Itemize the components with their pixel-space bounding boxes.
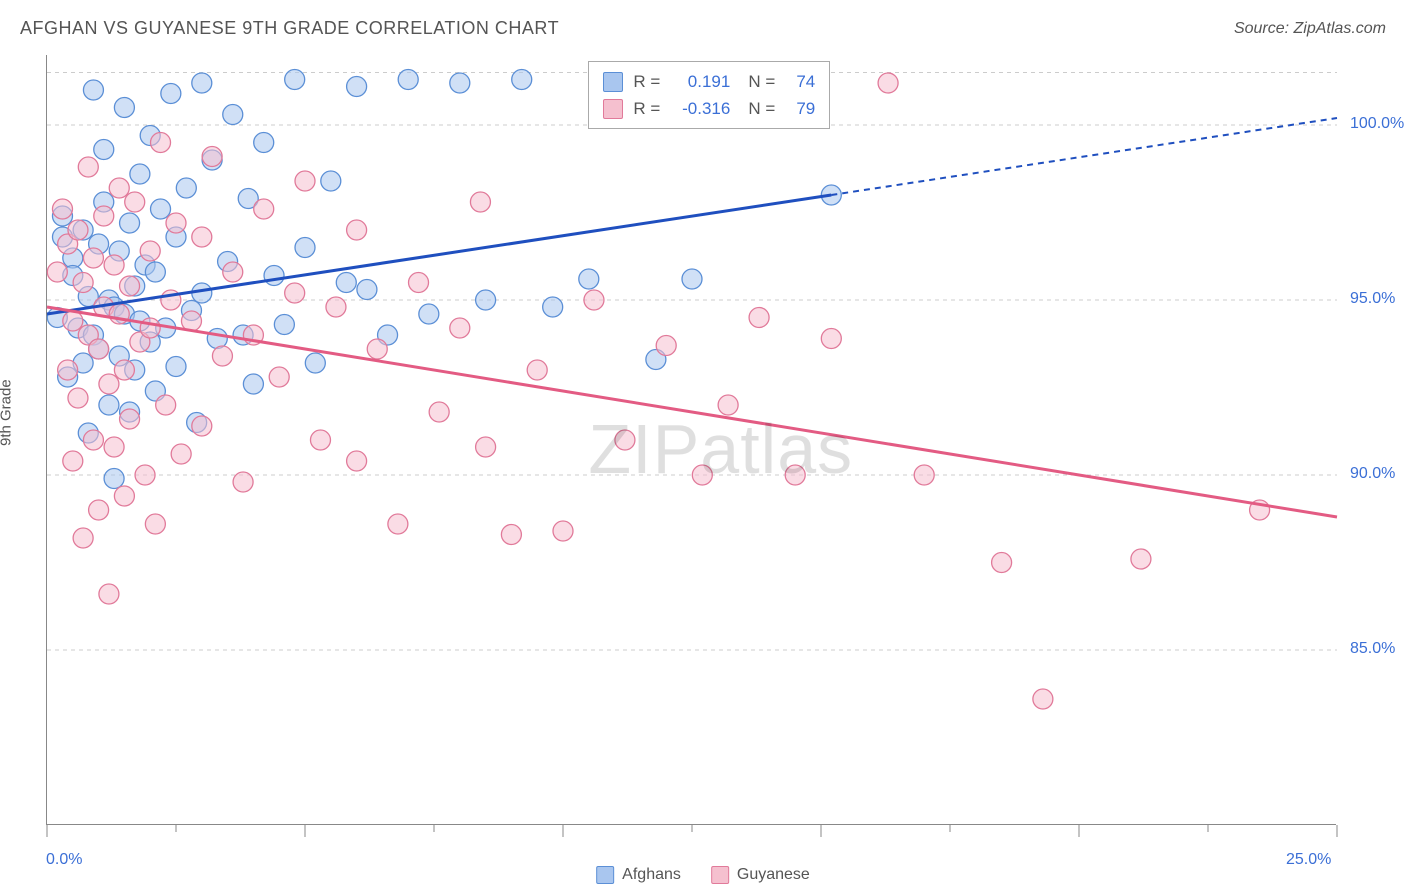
chart-title: AFGHAN VS GUYANESE 9TH GRADE CORRELATION… bbox=[20, 18, 559, 39]
y-tick-label: 90.0% bbox=[1350, 465, 1395, 483]
legend-label: Guyanese bbox=[737, 866, 810, 884]
series-legend: Afghans Guyanese bbox=[596, 866, 810, 884]
chart-container: AFGHAN VS GUYANESE 9TH GRADE CORRELATION… bbox=[0, 0, 1406, 892]
legend-item: Guyanese bbox=[711, 866, 810, 884]
chart-plot-area: ZIPatlas R =0.191N =74R =-0.316N =79 bbox=[46, 55, 1336, 825]
legend-item: Afghans bbox=[596, 866, 681, 884]
x-tick-label: 0.0% bbox=[46, 851, 82, 869]
stats-legend-row: R =0.191N =74 bbox=[603, 68, 815, 95]
legend-swatch bbox=[596, 866, 614, 884]
chart-svg bbox=[47, 55, 1336, 824]
y-tick-label: 95.0% bbox=[1350, 290, 1395, 308]
y-tick-label: 100.0% bbox=[1350, 115, 1404, 133]
x-tick-label: 25.0% bbox=[1286, 851, 1331, 869]
y-tick-label: 85.0% bbox=[1350, 640, 1395, 658]
stats-legend-box: R =0.191N =74R =-0.316N =79 bbox=[588, 61, 830, 129]
legend-swatch bbox=[603, 72, 623, 92]
source-attribution: Source: ZipAtlas.com bbox=[1234, 20, 1386, 38]
legend-label: Afghans bbox=[622, 866, 681, 884]
legend-swatch bbox=[711, 866, 729, 884]
legend-swatch bbox=[603, 99, 623, 119]
stats-legend-row: R =-0.316N =79 bbox=[603, 95, 815, 122]
y-axis-label: 9th Grade bbox=[0, 379, 15, 446]
